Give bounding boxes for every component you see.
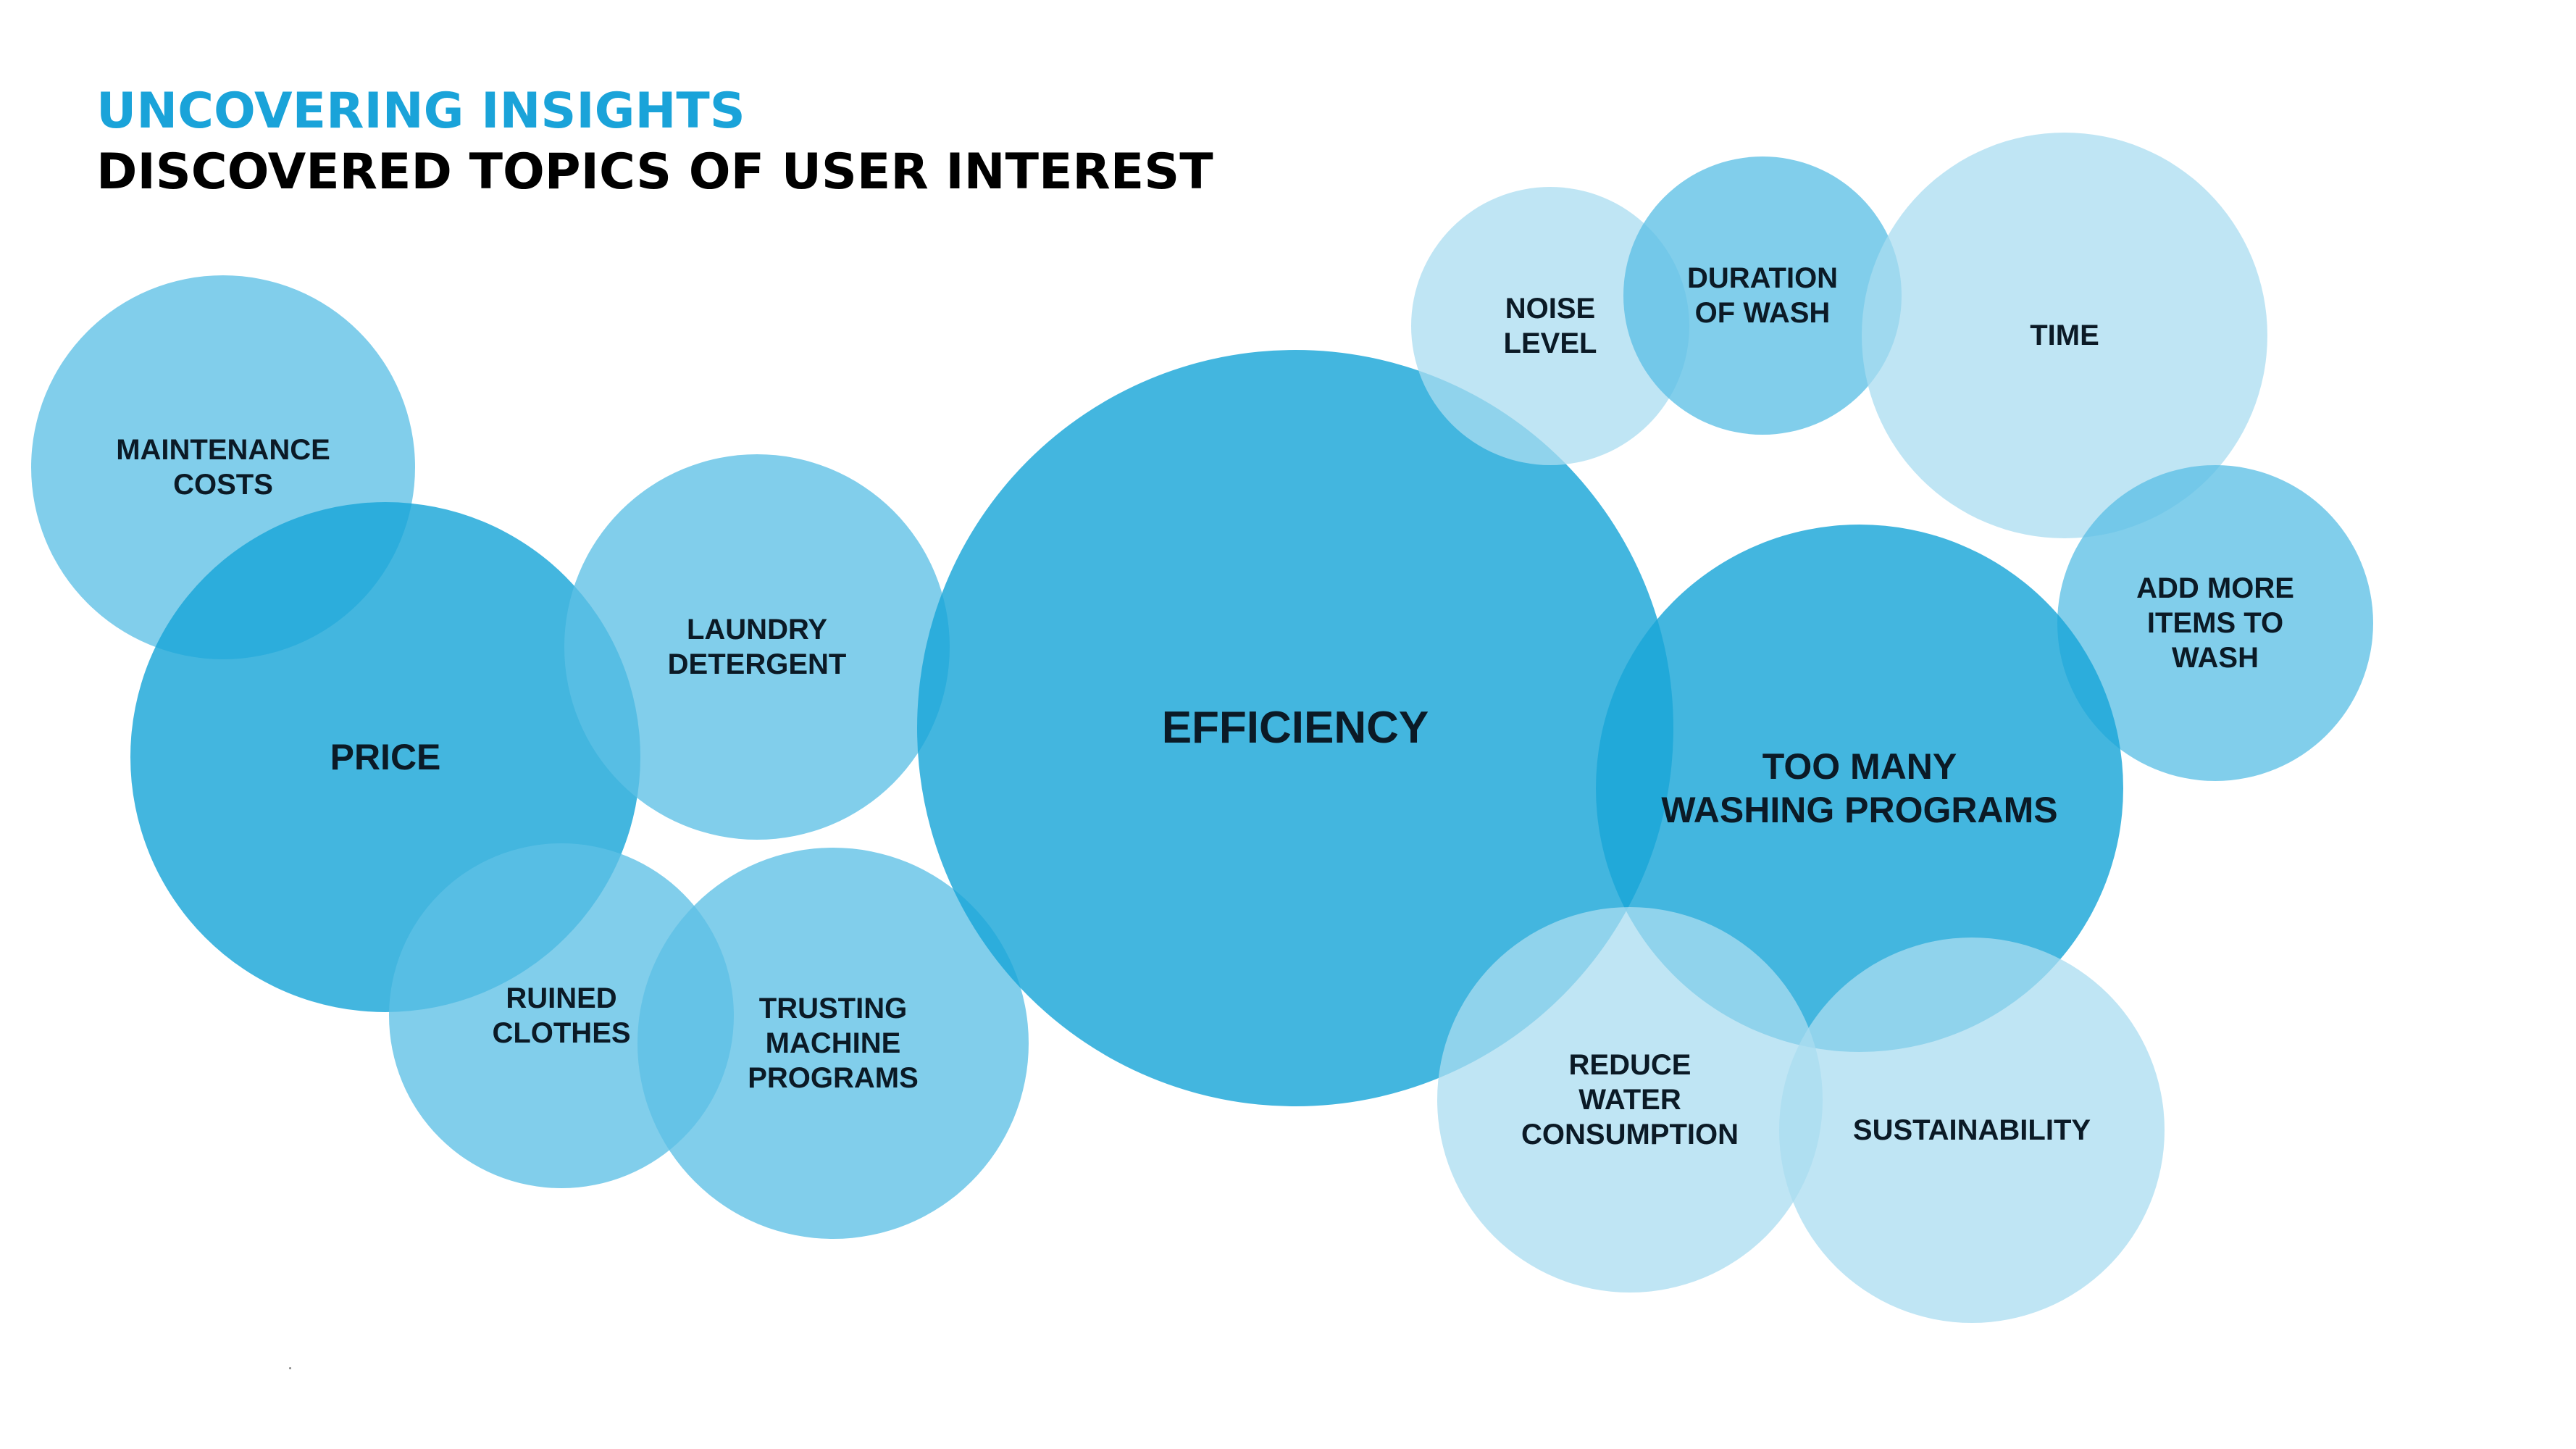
bubble-label-efficiency: EFFICIENCY bbox=[1161, 703, 1429, 753]
bubble-label-duration-of-wash: DURATION OF WASH bbox=[1686, 262, 1839, 329]
bubble-label-ruined-clothes: RUINED CLOTHES bbox=[492, 982, 631, 1049]
title-block: UNCOVERING INSIGHTS DISCOVERED TOPICS OF… bbox=[96, 81, 1213, 203]
stray-dot bbox=[289, 1367, 291, 1369]
bubble-label-trusting-machine-programs: TRUSTING MACHINE PROGRAMS bbox=[748, 993, 919, 1094]
bubble-laundry-detergent bbox=[564, 454, 950, 840]
page-subtitle: DISCOVERED TOPICS OF USER INTEREST bbox=[96, 143, 1213, 201]
page-title: UNCOVERING INSIGHTS bbox=[96, 83, 745, 140]
bubble-trusting-machine-programs bbox=[637, 848, 1029, 1239]
bubble-sustainability bbox=[1779, 938, 2165, 1323]
bubble-label-price: PRICE bbox=[330, 737, 441, 777]
bubble-noise-level bbox=[1411, 187, 1689, 465]
bubble-reduce-water-consumption bbox=[1437, 907, 1823, 1293]
bubble-label-sustainability: SUSTAINABILITY bbox=[1852, 1114, 2091, 1146]
bubble-label-add-more-items-to-wash: ADD MORE ITEMS TO WASH bbox=[2136, 572, 2294, 674]
bubble-label-time: TIME bbox=[2030, 320, 2099, 351]
bubble-add-more-items-to-wash bbox=[2057, 465, 2373, 781]
bubble-label-maintenance-costs: MAINTENANCE COSTS bbox=[116, 434, 330, 501]
bubble-efficiency bbox=[917, 350, 1673, 1106]
bubble-label-noise-level: NOISE LEVEL bbox=[1503, 293, 1597, 359]
bubble-label-reduce-water-consumption: REDUCE WATER CONSUMPTION bbox=[1521, 1049, 1739, 1151]
bubble-time bbox=[1862, 133, 2267, 538]
bubble-duration-of-wash bbox=[1623, 156, 1902, 435]
bubble-label-laundry-detergent: LAUNDRY DETERGENT bbox=[667, 614, 847, 680]
bubble-too-many-washing-programs bbox=[1596, 525, 2123, 1052]
bubble-label-too-many-washing-programs: TOO MANY WASHING PROGRAMS bbox=[1661, 746, 2058, 830]
